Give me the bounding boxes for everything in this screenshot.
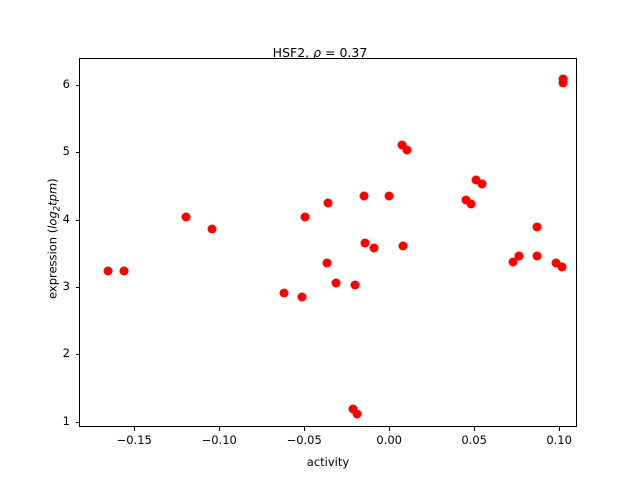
- x-tick-mark: [559, 427, 561, 431]
- data-point: [551, 258, 561, 268]
- y-tick-label: 5: [62, 144, 70, 159]
- y-tick-label: 1: [62, 413, 70, 428]
- data-point: [103, 266, 113, 276]
- data-point: [508, 257, 518, 267]
- data-point: [532, 222, 542, 232]
- data-point: [466, 199, 476, 209]
- data-point: [558, 78, 568, 88]
- data-point: [384, 191, 394, 201]
- data-point: [557, 262, 567, 272]
- plot-title-gene: HSF2,: [272, 45, 314, 60]
- plot-axes-frame: [79, 58, 577, 427]
- data-point: [350, 280, 360, 290]
- y-axis-label: expression (log2tpm): [45, 178, 63, 299]
- data-point: [322, 258, 332, 268]
- y-tick-mark: [75, 84, 79, 86]
- rho-symbol: ρ: [313, 45, 322, 60]
- x-tick-label: 0.05: [461, 433, 487, 447]
- data-point: [471, 175, 481, 185]
- x-tick-mark: [389, 427, 391, 431]
- x-tick-label: −0.15: [116, 433, 152, 447]
- x-tick-mark: [134, 427, 136, 431]
- rho-value: = 0.37: [321, 45, 368, 60]
- x-tick-mark: [304, 427, 306, 431]
- data-point: [119, 266, 128, 276]
- data-point: [323, 198, 333, 208]
- data-point: [402, 145, 412, 155]
- data-point: [461, 195, 471, 205]
- x-tick-mark: [219, 427, 221, 431]
- y-tick-mark: [75, 354, 79, 356]
- data-point: [352, 409, 362, 419]
- x-tick-label: 0.00: [376, 433, 402, 447]
- x-tick-label: −0.05: [286, 433, 322, 447]
- y-tick-mark: [75, 152, 79, 154]
- y-tick-label: 6: [62, 76, 70, 91]
- data-point: [181, 212, 191, 222]
- data-point: [477, 179, 487, 189]
- data-point: [360, 238, 370, 248]
- y-tick-label: 3: [62, 278, 70, 293]
- x-tick-label: −0.10: [201, 433, 237, 447]
- data-point: [397, 140, 407, 150]
- y-tick-mark: [75, 286, 79, 288]
- data-point: [348, 404, 358, 414]
- plot-title-line-1: HSF2, ρ = 0.37: [0, 44, 640, 61]
- y-tick-label: 2: [62, 346, 70, 361]
- y-tick-mark: [75, 421, 79, 423]
- data-points-layer: [80, 59, 576, 426]
- y-tick-mark: [75, 219, 79, 221]
- y-tick-label: 4: [62, 211, 70, 226]
- data-point: [300, 212, 310, 222]
- data-point: [369, 243, 379, 253]
- data-point: [359, 191, 369, 201]
- x-tick-mark: [474, 427, 476, 431]
- data-point: [514, 251, 524, 261]
- data-point: [279, 288, 289, 298]
- data-point: [297, 292, 307, 302]
- x-tick-label: 0.10: [546, 433, 572, 447]
- x-axis-label: activity: [306, 455, 350, 469]
- data-point: [207, 224, 217, 234]
- data-point: [532, 251, 542, 261]
- data-point: [398, 241, 408, 251]
- data-point: [331, 278, 341, 288]
